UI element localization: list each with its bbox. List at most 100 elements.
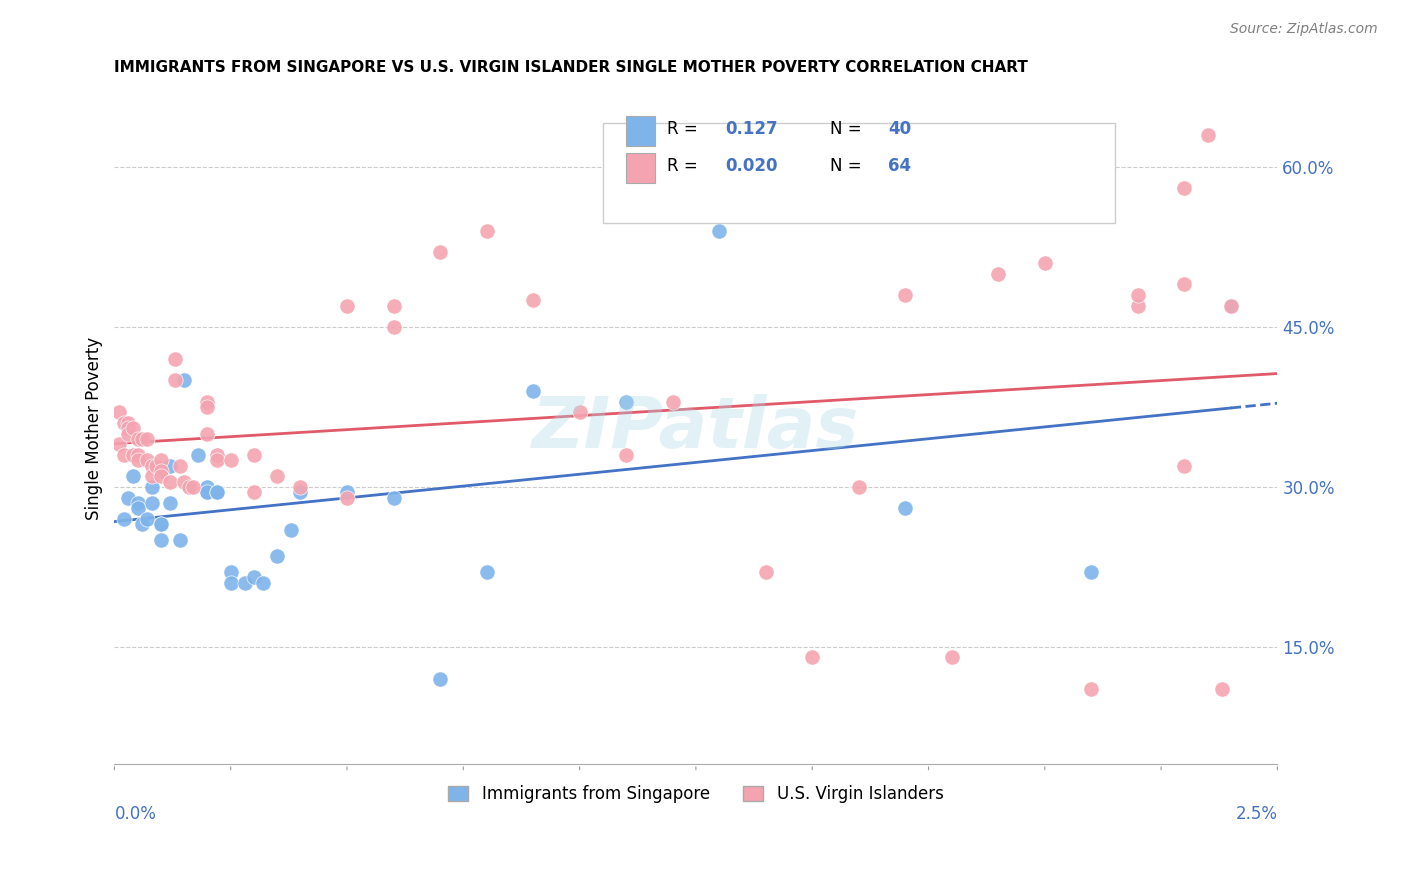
Point xyxy=(1173,458,1195,473)
Point xyxy=(108,437,131,451)
Point xyxy=(475,565,498,579)
Point xyxy=(219,565,242,579)
Text: 40: 40 xyxy=(887,120,911,138)
Point xyxy=(233,575,256,590)
Text: IMMIGRANTS FROM SINGAPORE VS U.S. VIRGIN ISLANDER SINGLE MOTHER POVERTY CORRELAT: IMMIGRANTS FROM SINGAPORE VS U.S. VIRGIN… xyxy=(114,60,1028,75)
Point xyxy=(243,570,266,584)
Point xyxy=(1173,181,1195,195)
Point xyxy=(894,288,917,302)
Point xyxy=(941,650,963,665)
Point xyxy=(1211,682,1233,697)
Point xyxy=(117,426,139,441)
Point xyxy=(197,394,219,409)
Point xyxy=(848,480,870,494)
Point xyxy=(159,475,181,489)
Point xyxy=(149,517,172,532)
Point xyxy=(131,517,153,532)
Point xyxy=(1080,565,1102,579)
Point xyxy=(141,480,163,494)
Point xyxy=(187,448,209,462)
Point xyxy=(1219,299,1241,313)
Point xyxy=(122,448,145,462)
Point xyxy=(382,299,405,313)
Text: R =: R = xyxy=(666,120,703,138)
Point xyxy=(136,453,159,467)
Point xyxy=(112,416,135,430)
Point xyxy=(117,421,139,435)
Point xyxy=(1197,128,1219,142)
Point xyxy=(149,517,172,532)
Point xyxy=(131,432,153,446)
Point xyxy=(127,501,149,516)
Point xyxy=(243,485,266,500)
Point xyxy=(219,453,242,467)
Point xyxy=(1126,299,1149,313)
Text: ZIPatlas: ZIPatlas xyxy=(533,393,859,463)
Point xyxy=(136,512,159,526)
Point xyxy=(1080,682,1102,697)
Point xyxy=(149,469,172,483)
Text: 0.020: 0.020 xyxy=(725,157,778,176)
Point xyxy=(266,469,288,483)
Point xyxy=(149,464,172,478)
Point xyxy=(219,575,242,590)
Point xyxy=(429,245,451,260)
Point xyxy=(159,458,181,473)
Point xyxy=(1173,277,1195,292)
Point xyxy=(173,475,195,489)
Point xyxy=(183,480,205,494)
Point xyxy=(117,491,139,505)
Point xyxy=(169,533,191,548)
Text: 0.127: 0.127 xyxy=(725,120,778,138)
Point xyxy=(141,458,163,473)
Point xyxy=(177,480,200,494)
Point xyxy=(382,320,405,334)
Point xyxy=(336,299,359,313)
Point xyxy=(290,480,312,494)
Point xyxy=(661,394,683,409)
Point xyxy=(127,453,149,467)
Point xyxy=(1126,288,1149,302)
Point xyxy=(127,496,149,510)
Point xyxy=(266,549,288,564)
Point xyxy=(149,533,172,548)
Point xyxy=(755,565,778,579)
Point xyxy=(117,416,139,430)
Point xyxy=(614,448,637,462)
FancyBboxPatch shape xyxy=(626,153,655,183)
Point xyxy=(1033,256,1056,270)
Point xyxy=(163,373,186,387)
Point xyxy=(136,432,159,446)
Point xyxy=(173,373,195,387)
Point xyxy=(252,575,274,590)
Point xyxy=(159,496,181,510)
Point xyxy=(112,448,135,462)
Point xyxy=(141,469,163,483)
Point xyxy=(522,293,544,308)
Point xyxy=(127,432,149,446)
Point xyxy=(108,405,131,419)
Point xyxy=(205,485,228,500)
Point xyxy=(522,384,544,398)
Text: R =: R = xyxy=(666,157,703,176)
Point xyxy=(290,485,312,500)
Point xyxy=(205,485,228,500)
Point xyxy=(141,496,163,510)
Point xyxy=(707,224,730,238)
Point xyxy=(149,453,172,467)
Point xyxy=(112,512,135,526)
Point xyxy=(894,501,917,516)
Legend: Immigrants from Singapore, U.S. Virgin Islanders: Immigrants from Singapore, U.S. Virgin I… xyxy=(441,778,950,809)
Point xyxy=(197,485,219,500)
Y-axis label: Single Mother Poverty: Single Mother Poverty xyxy=(86,336,103,520)
Text: Source: ZipAtlas.com: Source: ZipAtlas.com xyxy=(1230,22,1378,37)
Point xyxy=(568,405,591,419)
Point xyxy=(382,491,405,505)
Text: 0.0%: 0.0% xyxy=(114,805,156,822)
Point xyxy=(336,491,359,505)
Point xyxy=(243,448,266,462)
Point xyxy=(475,224,498,238)
Point xyxy=(336,485,359,500)
Point xyxy=(163,351,186,366)
Text: 64: 64 xyxy=(887,157,911,176)
